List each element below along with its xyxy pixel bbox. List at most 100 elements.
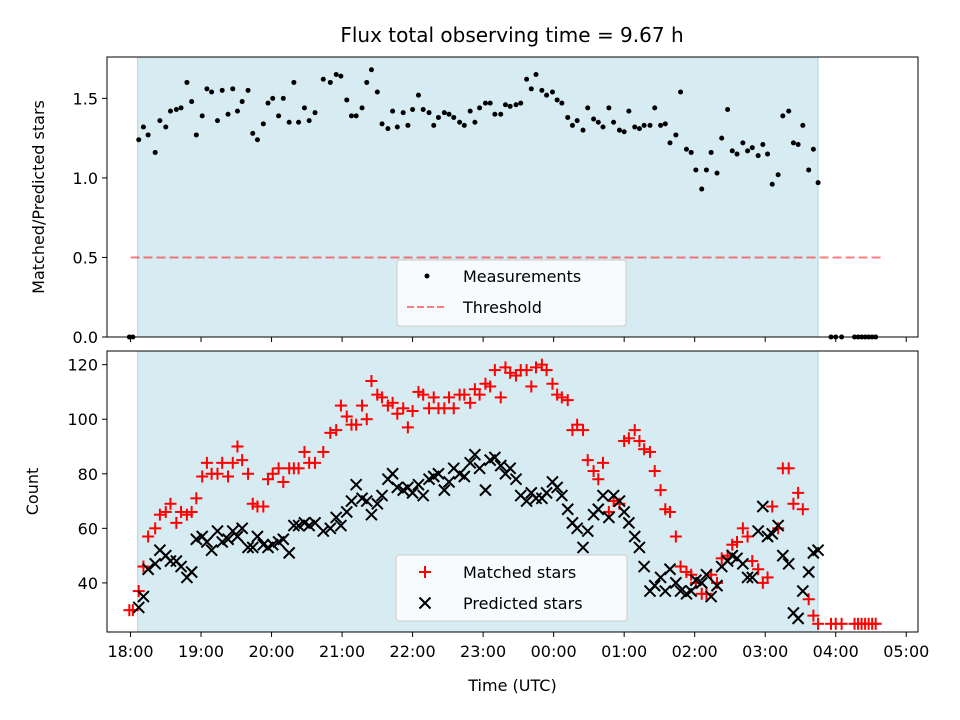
- legend-matched-marker: [419, 566, 431, 578]
- predicted-star-point: [540, 486, 553, 500]
- predicted-star-point-b: [211, 524, 224, 538]
- predicted-star-point-b: [782, 557, 795, 571]
- predicted-star-point: [479, 483, 492, 497]
- predicted-star-point-b: [674, 584, 687, 598]
- measurement-point: [755, 153, 761, 159]
- matched-star-point: [137, 560, 150, 573]
- measurement-point: [394, 124, 400, 130]
- matched-star-point: [761, 571, 774, 584]
- bottom-legend: Matched stars Predicted stars: [395, 554, 628, 622]
- predicted-star-point: [137, 590, 150, 603]
- measurement-point: [441, 110, 447, 116]
- y-tick-label: 80: [78, 465, 98, 484]
- matched-star-point: [473, 388, 486, 401]
- matched-star-point: [796, 503, 809, 516]
- predicted-star-point-b: [746, 571, 759, 584]
- matched-star-point: [175, 505, 188, 518]
- measurement-point: [254, 137, 260, 143]
- measurement-point: [800, 122, 806, 128]
- predicted-star-point: [751, 524, 765, 538]
- matched-star-point: [792, 486, 805, 499]
- measurement-point: [591, 116, 597, 122]
- predicted-star-point: [375, 489, 389, 502]
- measurement-point: [585, 105, 591, 111]
- legend-marker-measurements: [424, 273, 430, 279]
- matched-star-point: [766, 500, 779, 513]
- matched-star-point: [674, 560, 687, 573]
- matched-star-point: [257, 500, 270, 513]
- predicted-star-point-b: [736, 557, 750, 571]
- predicted-star-point: [406, 486, 419, 500]
- bottom-x-axis: 18:00 19:00 20:00 21:00 22:00 23:00 00:00 01:00…: [107, 632, 929, 661]
- measurement-point: [250, 130, 256, 136]
- predicted-star-point: [221, 533, 235, 546]
- matched-star-point: [464, 396, 477, 409]
- y-tick-label: 100: [67, 410, 98, 429]
- predicted-star-point: [185, 565, 198, 579]
- predicted-star-point: [412, 478, 425, 491]
- predicted-star-point-b: [596, 489, 610, 502]
- matched-star-point: [360, 413, 373, 426]
- matched-star-point: [365, 375, 378, 388]
- predicted-star-point-b: [251, 530, 264, 543]
- predicted-star-point: [509, 473, 523, 486]
- measurement-point: [286, 119, 292, 125]
- predicted-star-point-b: [550, 481, 564, 494]
- matched-star-point: [406, 405, 419, 418]
- top-y-axis: 0.0 0.5 1.0 1.5: [73, 89, 107, 347]
- measurement-point: [554, 97, 560, 103]
- x-tick-label: 23:00: [460, 642, 506, 661]
- measurement-point: [374, 89, 380, 95]
- legend-marker-matched-stars: [419, 566, 431, 578]
- predicted-star-point: [277, 533, 290, 546]
- predicted-star-point: [141, 563, 155, 576]
- measurement-point: [477, 105, 483, 111]
- matched-star-point: [571, 418, 584, 431]
- predicted-star-point: [700, 568, 713, 581]
- predicted-star-point-b: [479, 483, 492, 497]
- predicted-star-point-b: [200, 535, 214, 549]
- matched-star-point: [644, 445, 657, 458]
- matched-star-point: [835, 617, 848, 630]
- predicted-star-point-b: [602, 511, 616, 524]
- matched-star-point: [648, 465, 661, 478]
- predicted-star-point: [349, 478, 363, 491]
- matched-star-point: [211, 467, 224, 480]
- measurement-point: [320, 76, 326, 82]
- top-x-ticks: [130, 337, 907, 342]
- predicted-star-point: [766, 527, 779, 540]
- measurement-point: [230, 86, 236, 92]
- measurement-point: [379, 121, 385, 127]
- predicted-star-point: [442, 475, 456, 489]
- x-tick-label: 22:00: [390, 642, 436, 661]
- predicted-star-point-b: [796, 584, 810, 598]
- predicted-star-point-b: [349, 478, 363, 491]
- predicted-star-point: [684, 584, 698, 598]
- measurement-point: [641, 122, 647, 128]
- x-tick-label: 18:00: [107, 642, 153, 661]
- predicted-star-point-b: [148, 557, 162, 571]
- predicted-star-point: [386, 467, 399, 480]
- x-tick-label: 19:00: [178, 642, 224, 661]
- matched-star-point: [458, 388, 471, 401]
- predicted-star-point: [211, 524, 224, 538]
- matched-star-point: [530, 361, 543, 374]
- predicted-star-point: [360, 494, 373, 508]
- predicted-star-point-b: [317, 524, 330, 538]
- predicted-star-point: [570, 522, 584, 535]
- measurement-point: [260, 121, 266, 127]
- x-tick-label: 03:00: [742, 642, 788, 661]
- measurement-point: [786, 108, 792, 114]
- matched-star-point: [622, 432, 635, 445]
- matched-star-point: [802, 593, 815, 606]
- predicted-star-point-b: [468, 448, 482, 461]
- predicted-star-point-b: [153, 543, 167, 557]
- predicted-star-point-b: [235, 522, 249, 535]
- predicted-star-point: [251, 530, 264, 543]
- measurement-point: [163, 124, 169, 130]
- matched-star-point: [540, 364, 553, 377]
- measurement-point: [780, 113, 786, 119]
- measurement-point: [426, 110, 432, 116]
- predicted-star-point-b: [710, 579, 724, 592]
- measurement-point: [693, 167, 699, 173]
